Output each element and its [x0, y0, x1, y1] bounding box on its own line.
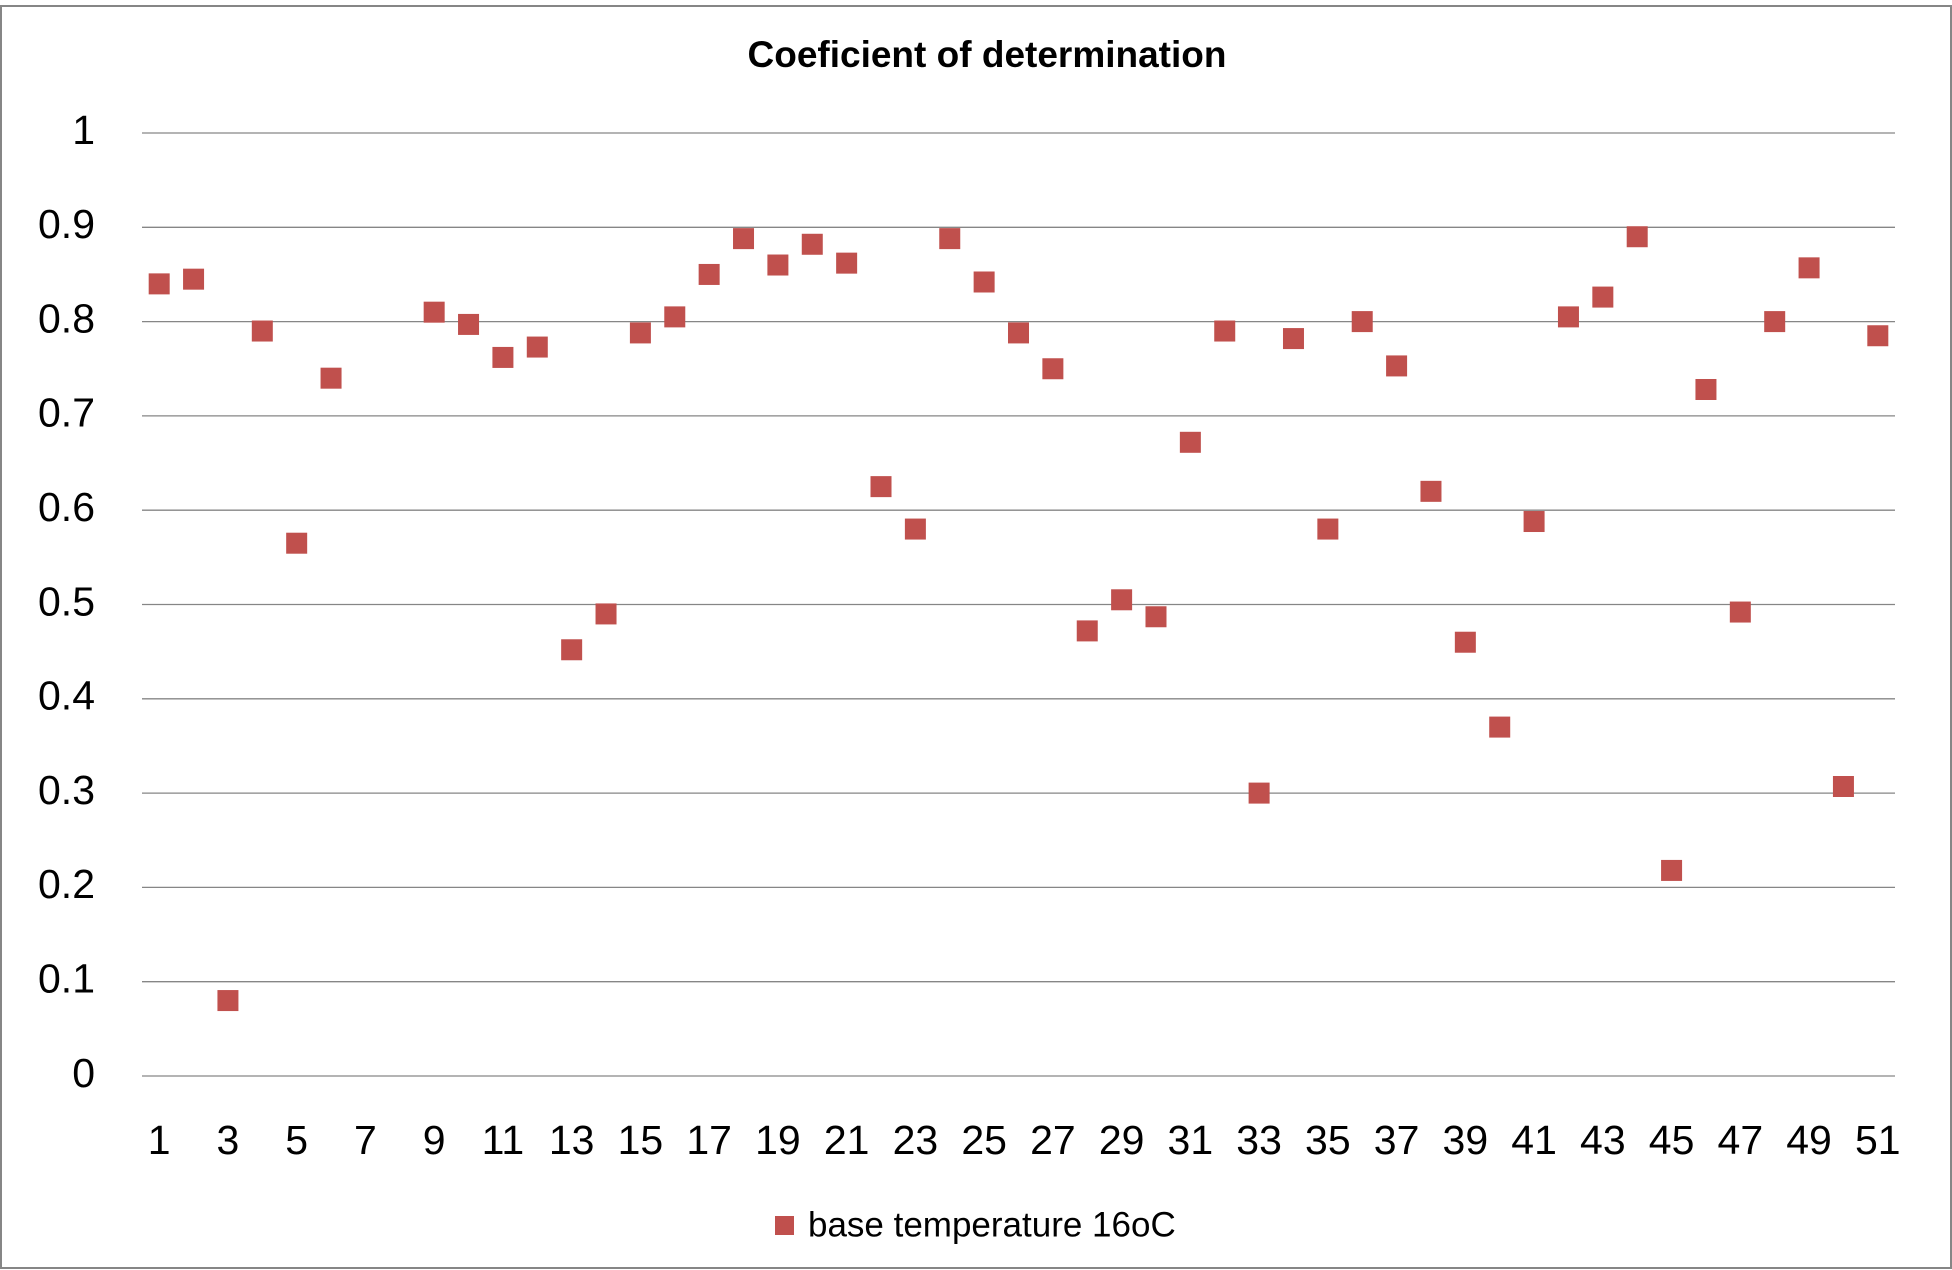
marker — [1420, 480, 1442, 502]
x-tick-label: 37 — [1374, 1117, 1420, 1163]
x-tick-label: 35 — [1305, 1117, 1351, 1163]
x-tick-label: 45 — [1649, 1117, 1695, 1163]
x-tick-label: 3 — [217, 1117, 240, 1163]
legend-label: base temperature 16oC — [808, 1205, 1176, 1244]
marker — [183, 268, 205, 290]
y-tick-label: 0.7 — [38, 390, 95, 436]
x-tick-label: 15 — [618, 1117, 664, 1163]
y-tick-label: 0.4 — [38, 673, 95, 719]
marker — [217, 990, 239, 1012]
x-tick-label: 17 — [686, 1117, 732, 1163]
marker — [251, 320, 273, 342]
marker — [1489, 716, 1511, 738]
x-tick-label: 31 — [1168, 1117, 1214, 1163]
x-tick-label: 5 — [285, 1117, 308, 1163]
marker — [870, 476, 892, 498]
marker — [767, 254, 789, 276]
marker — [1145, 606, 1167, 628]
marker — [1867, 325, 1889, 347]
marker — [1179, 431, 1201, 453]
y-tick-label: 0.1 — [38, 956, 95, 1002]
x-tick-label: 13 — [549, 1117, 595, 1163]
y-tick-label: 0.8 — [38, 295, 95, 341]
marker — [1248, 782, 1270, 804]
x-tick-label: 11 — [482, 1117, 525, 1163]
marker — [595, 603, 617, 625]
marker — [423, 301, 445, 323]
x-tick-label: 41 — [1511, 1117, 1557, 1163]
marker — [526, 336, 548, 358]
marker — [1042, 358, 1064, 380]
marker — [1454, 631, 1476, 653]
chart-title: Coeficient of determination — [748, 34, 1227, 75]
x-tick-label: 23 — [893, 1117, 939, 1163]
marker — [1282, 328, 1304, 350]
marker — [320, 367, 342, 389]
marker — [148, 273, 170, 295]
x-tick-label: 51 — [1855, 1117, 1901, 1163]
marker — [1351, 311, 1373, 333]
x-tick-label: 29 — [1099, 1117, 1145, 1163]
marker — [1214, 320, 1236, 342]
x-tick-label: 33 — [1236, 1117, 1282, 1163]
marker — [1832, 775, 1854, 797]
x-tick-label: 25 — [961, 1117, 1007, 1163]
marker — [904, 518, 926, 540]
x-tick-label: 47 — [1718, 1117, 1764, 1163]
x-tick-label: 9 — [423, 1117, 446, 1163]
marker — [836, 252, 858, 274]
marker — [664, 306, 686, 328]
marker — [1386, 355, 1408, 377]
marker — [698, 263, 720, 285]
marker — [1592, 286, 1614, 308]
y-tick-label: 0.9 — [38, 201, 95, 247]
marker — [1076, 620, 1098, 642]
marker — [801, 233, 823, 255]
marker — [286, 532, 308, 554]
y-tick-label: 0.3 — [38, 767, 95, 813]
marker — [973, 271, 995, 293]
marker — [1729, 601, 1751, 623]
y-tick-label: 0.6 — [38, 484, 95, 530]
x-tick-label: 27 — [1030, 1117, 1076, 1163]
marker — [1626, 226, 1648, 248]
marker — [1317, 518, 1339, 540]
y-tick-label: 0.5 — [38, 578, 95, 624]
marker — [1798, 257, 1820, 279]
marker — [492, 346, 514, 368]
marker — [1008, 322, 1029, 344]
x-tick-label: 21 — [824, 1117, 870, 1163]
marker — [561, 639, 583, 661]
marker — [1661, 859, 1683, 881]
marker — [629, 322, 651, 344]
marker — [1523, 511, 1545, 533]
x-tick-label: 43 — [1580, 1117, 1626, 1163]
y-tick-label: 1 — [72, 107, 95, 153]
y-tick-label: 0 — [72, 1050, 95, 1096]
marker — [733, 228, 755, 250]
x-tick-label: 49 — [1786, 1117, 1832, 1163]
x-tick-label: 19 — [755, 1117, 801, 1163]
marker — [1111, 589, 1133, 611]
marker — [939, 228, 961, 250]
marker — [1695, 378, 1717, 400]
marker — [1557, 306, 1579, 328]
legend-marker — [775, 1216, 794, 1235]
x-tick-label: 1 — [148, 1117, 171, 1163]
marker — [458, 313, 480, 335]
marker — [1764, 311, 1786, 333]
x-tick-label: 39 — [1443, 1117, 1489, 1163]
x-tick-label: 7 — [354, 1117, 377, 1163]
chart-border — [0, 5, 1952, 1269]
y-tick-label: 0.2 — [38, 861, 95, 907]
